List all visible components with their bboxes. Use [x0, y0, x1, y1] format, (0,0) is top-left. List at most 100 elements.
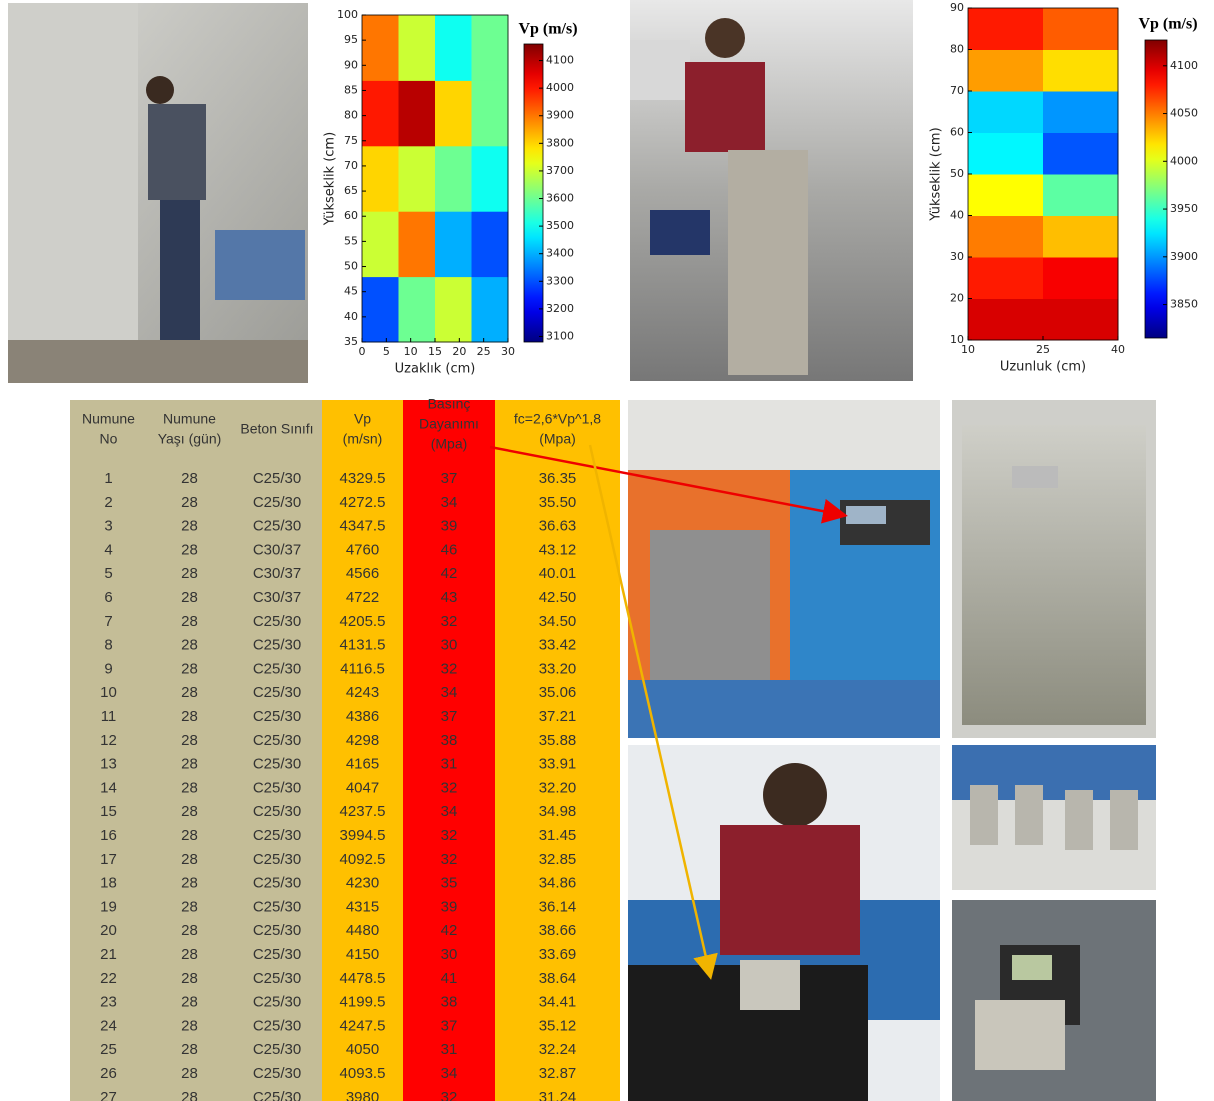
heat-cell [362, 80, 399, 146]
heat-cell [362, 277, 399, 343]
table-cell: C25/30 [253, 922, 301, 939]
table-cell: 4347.5 [340, 518, 386, 535]
table-cell: 46 [441, 541, 458, 558]
table-cell: 20 [100, 922, 117, 939]
y-tick-label: 100 [337, 8, 358, 21]
y-axis-label: Yükseklik (cm) [323, 132, 338, 226]
table-cell: C30/37 [253, 541, 301, 558]
table-cell: 28 [181, 922, 198, 939]
x-axis-label: Uzaklık (cm) [395, 362, 476, 377]
table-cell: 4760 [346, 541, 379, 558]
x-tick-label: 15 [428, 345, 442, 358]
table-cell: C25/30 [253, 779, 301, 796]
x-tick-label: 5 [383, 345, 390, 358]
x-tick-label: 0 [359, 345, 366, 358]
colorbar-tick-label: 4100 [546, 54, 574, 67]
table-cell: 32 [441, 613, 458, 630]
table-cell: 32 [441, 851, 458, 868]
table-cell: 4047 [346, 779, 379, 796]
table-cell: C25/30 [253, 1041, 301, 1058]
table-cell: 4199.5 [340, 994, 386, 1011]
table-cell: 43.12 [539, 541, 577, 558]
table-cell: 39 [441, 518, 458, 535]
colorbar-tick-label: 3800 [546, 136, 574, 149]
table-cell: 4093.5 [340, 1065, 386, 1082]
table-cell: 19 [100, 898, 117, 915]
table-cell: 28 [181, 708, 198, 725]
table-cell: 38.64 [539, 970, 577, 987]
y-tick-label: 95 [344, 33, 358, 46]
table-cell: 28 [181, 684, 198, 701]
table-cell: 32.87 [539, 1065, 577, 1082]
x-tick-label: 10 [404, 345, 418, 358]
table-cell: 4131.5 [340, 637, 386, 654]
colorbar-tick-label: 3500 [546, 219, 574, 232]
heat-cell [1043, 216, 1119, 258]
table-cell: 28 [181, 1017, 198, 1034]
y-tick-label: 80 [950, 43, 964, 56]
table-cell: 4092.5 [340, 851, 386, 868]
y-tick-label: 40 [344, 310, 358, 323]
table-cell: 34 [441, 803, 458, 820]
y-tick-label: 70 [950, 84, 964, 97]
column-header: (Mpa) [539, 431, 576, 447]
y-tick-label: 10 [950, 333, 964, 346]
table-cell: C25/30 [253, 970, 301, 987]
table-cell: 4237.5 [340, 803, 386, 820]
heat-cell [362, 211, 399, 277]
table-cell: 35.06 [539, 684, 577, 701]
table-cell: 18 [100, 875, 117, 892]
table-cell: 30 [441, 946, 458, 963]
table-cell: 38 [441, 732, 458, 749]
table-cell: 13 [100, 756, 117, 773]
table-cell: 4480 [346, 922, 379, 939]
table-cell: 22 [100, 970, 117, 987]
table-cell: 3 [104, 518, 112, 535]
table-cell: C25/30 [253, 708, 301, 725]
table-cell: 37 [441, 1017, 458, 1034]
table-cell: 33.69 [539, 946, 577, 963]
table-cell: C25/30 [253, 613, 301, 630]
heat-cell [399, 277, 436, 343]
heat-cell [968, 133, 1044, 175]
column-header: Vp [354, 411, 371, 427]
photo [628, 745, 940, 1101]
table-cell: 28 [181, 779, 198, 796]
table-cell: 4566 [346, 565, 379, 582]
heat-cell [435, 211, 472, 277]
table-cell: C25/30 [253, 946, 301, 963]
table-cell: 17 [100, 851, 117, 868]
table-cell: 28 [181, 1041, 198, 1058]
table-cell: 4165 [346, 756, 379, 773]
table-cell: C25/30 [253, 994, 301, 1011]
table-cell: 32 [441, 779, 458, 796]
x-tick-label: 30 [501, 345, 515, 358]
table-cell: 31 [441, 756, 458, 773]
heat-cell [1043, 174, 1119, 216]
table-cell: C25/30 [253, 518, 301, 535]
heat-cell [435, 277, 472, 343]
table-cell: C25/30 [253, 684, 301, 701]
colorbar [1145, 40, 1167, 338]
table-cell: 3980 [346, 1089, 379, 1101]
table-cell: 42 [441, 565, 458, 582]
heat-cell [968, 257, 1044, 299]
heat-cell [968, 299, 1044, 341]
table-cell: 4243 [346, 684, 379, 701]
column-header: Beton Sınıfı [240, 421, 313, 437]
y-tick-label: 50 [344, 260, 358, 273]
table-cell: 2 [104, 494, 112, 511]
photo [952, 400, 1156, 738]
table-cell: 31.45 [539, 827, 577, 844]
table-cell: 28 [181, 898, 198, 915]
table-cell: C30/37 [253, 589, 301, 606]
table-cell: 16 [100, 827, 117, 844]
table-cell: C25/30 [253, 494, 301, 511]
table-cell: 34 [441, 684, 458, 701]
table-cell: 4329.5 [340, 470, 386, 487]
table-cell: 24 [100, 1017, 117, 1034]
table-cell: C25/30 [253, 660, 301, 677]
colorbar-tick-label: 4100 [1170, 59, 1198, 72]
table-cell: 28 [181, 994, 198, 1011]
table-cell: C25/30 [253, 1065, 301, 1082]
